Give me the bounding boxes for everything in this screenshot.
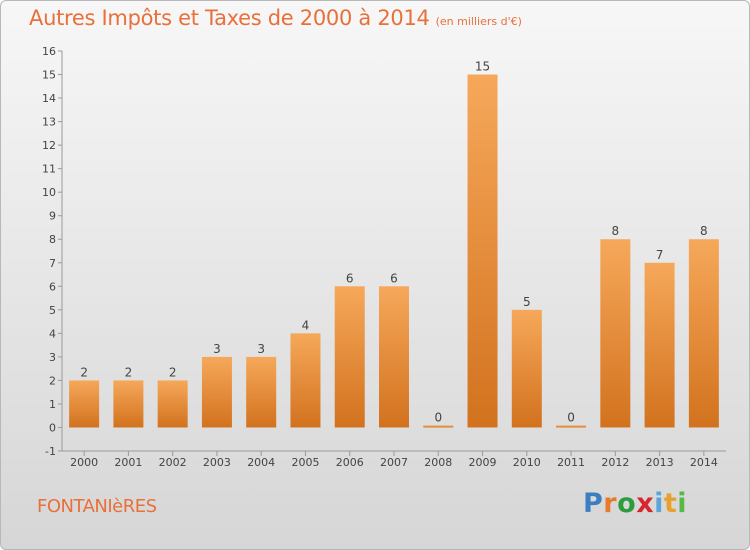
y-tick-label: 12 (42, 139, 56, 152)
y-tick-label: 10 (42, 186, 56, 199)
chart-title-text: Autres Impôts et Taxes de 2000 à 2014 (29, 6, 430, 30)
bar (246, 356, 277, 428)
bar (556, 425, 587, 428)
bar-value-label: 0 (567, 410, 575, 424)
bar (113, 380, 144, 428)
bar-value-label: 5 (523, 295, 531, 309)
bar-value-label: 7 (656, 248, 664, 262)
bar-value-label: 3 (213, 342, 221, 356)
bar (467, 74, 498, 428)
y-tick-label: 7 (49, 257, 56, 270)
proxiti-logo-letter: t (663, 488, 678, 519)
bar-value-label: 3 (257, 342, 265, 356)
chart-title: Autres Impôts et Taxes de 2000 à 2014 (en… (29, 6, 522, 30)
y-tick-label: 13 (42, 116, 56, 129)
proxiti-logo-letter: P (583, 488, 604, 519)
y-tick-label: 16 (42, 45, 56, 58)
x-tick-label: 2005 (291, 456, 319, 469)
y-tick-label: 3 (49, 351, 56, 364)
y-tick-label: 8 (49, 233, 56, 246)
bar (290, 333, 321, 428)
x-tick-label: 2004 (247, 456, 275, 469)
bar-value-label: 8 (612, 224, 620, 238)
y-tick-label: 15 (42, 69, 56, 82)
y-tick-label: 4 (49, 327, 56, 340)
bar (69, 380, 100, 428)
x-tick-label: 2000 (70, 456, 98, 469)
x-tick-label: 2002 (159, 456, 187, 469)
y-tick-label: 1 (49, 398, 56, 411)
y-tick-label: 11 (42, 163, 56, 176)
bar-value-label: 15 (475, 60, 490, 74)
x-tick-label: 2003 (203, 456, 231, 469)
bar (157, 380, 188, 428)
bar-value-label: 6 (390, 271, 398, 285)
bar-value-label: 8 (700, 224, 708, 238)
x-tick-label: 2006 (336, 456, 364, 469)
y-tick-label: 0 (49, 421, 56, 434)
proxiti-logo-letter: o (617, 488, 637, 519)
bar (379, 286, 409, 428)
bar-value-label: 2 (80, 365, 88, 379)
proxiti-logo: Proxiti (583, 488, 687, 519)
bar (511, 309, 542, 428)
y-tick-label: -1 (45, 445, 56, 458)
proxiti-logo-letter: r (603, 488, 618, 519)
bar (600, 239, 631, 428)
x-tick-label: 2010 (513, 456, 541, 469)
y-tick-label: 6 (49, 280, 56, 293)
bar (334, 286, 365, 428)
y-tick-label: 14 (42, 92, 56, 105)
y-tick-label: 9 (49, 210, 56, 223)
x-tick-label: 2007 (380, 456, 408, 469)
y-tick-label: 5 (49, 304, 56, 317)
x-tick-label: 2001 (114, 456, 142, 469)
proxiti-logo-letter: i (677, 488, 688, 519)
bar-value-label: 6 (346, 271, 354, 285)
bar (423, 425, 454, 428)
x-tick-label: 2008 (424, 456, 452, 469)
bar-value-label: 2 (125, 365, 133, 379)
bar (644, 262, 675, 428)
bar (201, 356, 232, 428)
x-tick-label: 2014 (690, 456, 718, 469)
bar-value-label: 0 (434, 410, 442, 424)
x-tick-label: 2011 (557, 456, 585, 469)
x-tick-label: 2013 (646, 456, 674, 469)
bar-value-label: 2 (169, 365, 177, 379)
x-tick-label: 2012 (601, 456, 629, 469)
bar-value-label: 4 (302, 318, 310, 332)
bar (688, 239, 719, 428)
y-tick-label: 2 (49, 374, 56, 387)
commune-name: FONTANIèRES (37, 496, 157, 517)
proxiti-logo-letter: x (636, 488, 655, 519)
chart-unit-note: (en milliers d'€) (435, 15, 522, 28)
proxiti-logo-letter: i (654, 488, 664, 519)
x-tick-label: 2009 (469, 456, 497, 469)
